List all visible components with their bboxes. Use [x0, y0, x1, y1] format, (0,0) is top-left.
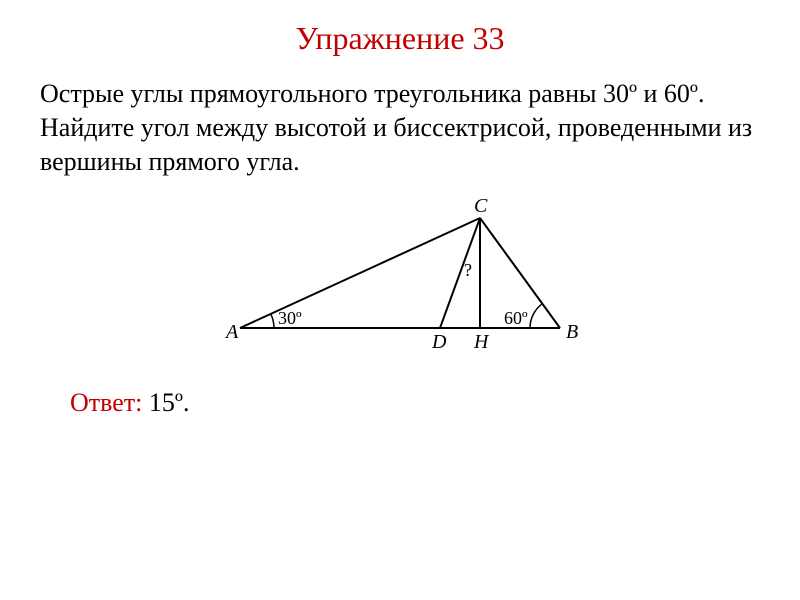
label-D: D: [431, 331, 447, 353]
label-C: C: [474, 198, 488, 217]
diagram-wrapper: A B C D H 30º 60º ?: [40, 198, 760, 358]
answer-label: Ответ:: [70, 388, 142, 417]
arc-angle-A: [271, 314, 274, 328]
problem-statement: Острые углы прямоугольного треугольника …: [40, 77, 760, 178]
label-A: A: [224, 321, 239, 343]
label-B: B: [566, 321, 578, 343]
question-mark: ?: [464, 260, 472, 280]
arc-angle-B: [530, 304, 542, 328]
answer-line: Ответ: 15º.: [70, 388, 760, 418]
triangle-diagram: A B C D H 30º 60º ?: [220, 198, 580, 358]
exercise-title: Упражнение 33: [40, 20, 760, 57]
angle-60: 60º: [504, 308, 528, 328]
side-AC: [240, 218, 480, 328]
angle-30: 30º: [278, 308, 302, 328]
answer-value: 15º.: [142, 388, 189, 417]
label-H: H: [473, 331, 490, 353]
